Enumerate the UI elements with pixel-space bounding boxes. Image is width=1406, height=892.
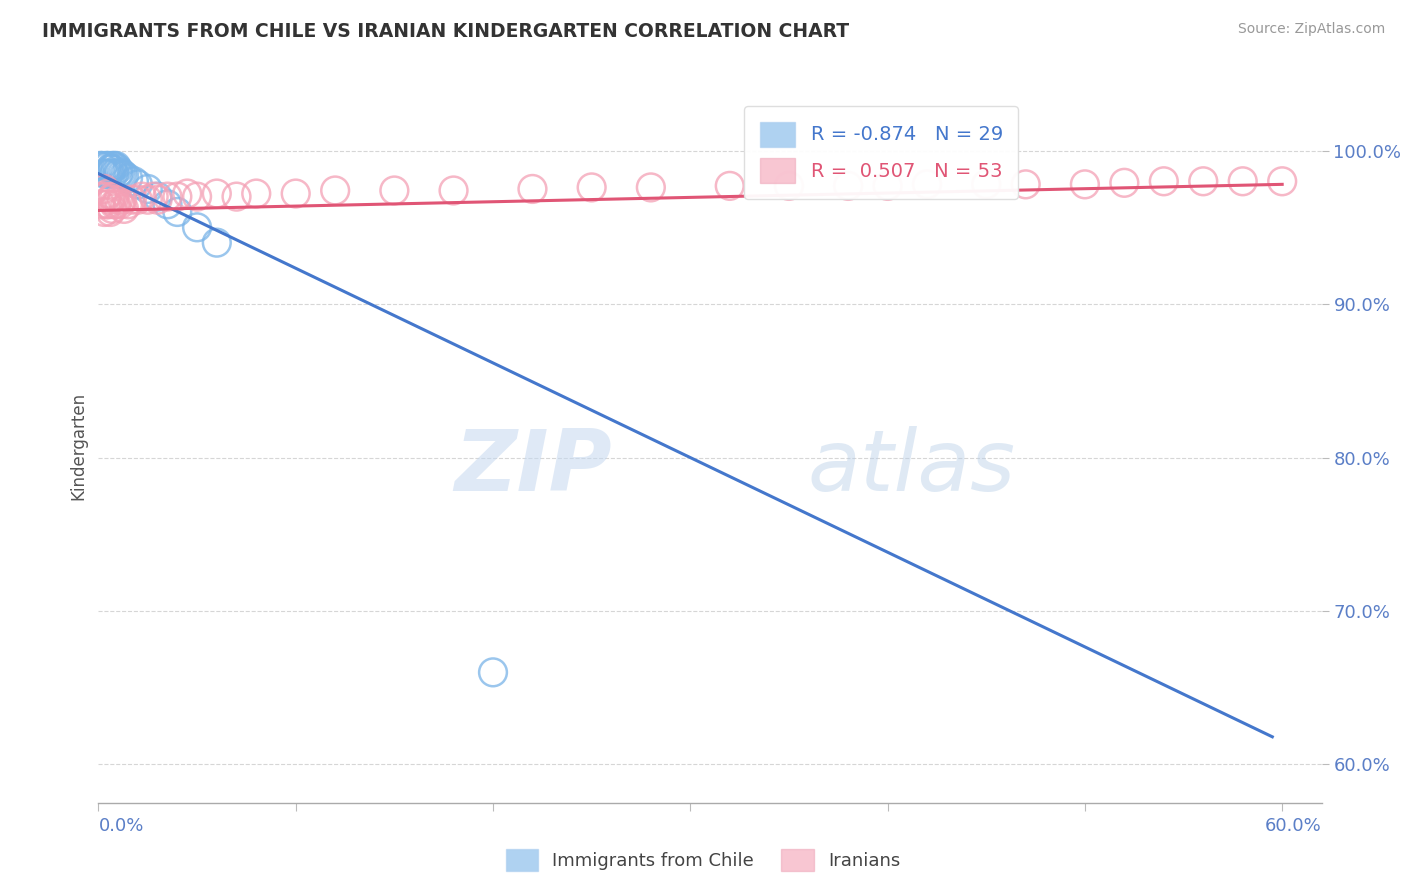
Point [91,189,114,203]
Point [107,193,129,207]
Point [112,202,135,216]
Point [1153,174,1175,188]
Text: Source: ZipAtlas.com: Source: ZipAtlas.com [1237,22,1385,37]
Text: 0.0%: 0.0% [98,817,143,835]
Point [1271,174,1294,188]
Point [98,167,121,181]
Point [91,159,114,173]
Point [1015,178,1038,192]
Legend: Immigrants from Chile, Iranians: Immigrants from Chile, Iranians [498,842,908,879]
Point [96,197,118,211]
Point [103,189,125,203]
Point [107,167,129,181]
Point [837,178,859,193]
Point [93,205,115,219]
Point [93,182,115,196]
Point [876,178,898,193]
Point [103,159,125,173]
Point [89,197,111,211]
Point [103,167,125,181]
Text: IMMIGRANTS FROM CHILE VS IRANIAN KINDERGARTEN CORRELATION CHART: IMMIGRANTS FROM CHILE VS IRANIAN KINDERG… [42,22,849,41]
Point [96,189,118,203]
Legend: R = -0.874   N = 29, R =  0.507   N = 53: R = -0.874 N = 29, R = 0.507 N = 53 [744,106,1018,199]
Point [136,193,159,207]
Point [98,193,121,207]
Point [778,178,800,193]
Point [974,178,997,192]
Point [96,167,118,181]
Point [443,184,465,198]
Point [105,197,128,211]
Text: 60.0%: 60.0% [1265,817,1322,835]
Point [97,159,120,173]
Point [245,186,267,201]
Point [640,180,662,194]
Point [1074,178,1097,192]
Point [205,186,228,201]
Point [127,193,149,207]
Point [93,167,115,181]
Point [117,197,139,211]
Point [522,182,544,196]
Point [166,189,188,203]
Point [98,205,121,219]
Point [382,184,405,198]
Point [136,182,159,196]
Point [166,205,188,219]
Point [101,202,124,216]
Point [482,665,505,680]
Point [108,165,131,179]
Point [101,189,124,203]
Point [96,159,118,173]
Point [915,178,938,192]
Point [323,184,346,198]
Point [176,186,198,201]
Point [112,168,135,182]
Text: atlas: atlas [808,425,1017,509]
Point [107,161,129,176]
Point [117,171,139,186]
Point [103,197,125,211]
Y-axis label: Kindergarten: Kindergarten [69,392,87,500]
Point [146,189,169,203]
Point [108,197,131,211]
Point [1232,174,1254,188]
Point [581,180,603,194]
Point [97,197,120,211]
Point [1114,176,1136,190]
Point [101,161,124,176]
Point [156,197,179,211]
Point [131,189,153,203]
Point [205,235,228,250]
Point [186,220,208,235]
Point [89,159,111,173]
Point [105,159,128,173]
Point [121,193,143,207]
Point [146,193,169,207]
Point [98,161,121,176]
Text: ZIP: ZIP [454,425,612,509]
Point [97,186,120,201]
Point [186,189,208,203]
Point [284,186,307,201]
Point [111,193,134,207]
Point [111,167,134,181]
Point [122,174,145,188]
Point [225,189,247,203]
Point [142,189,165,203]
Point [127,178,149,192]
Point [156,189,179,203]
Point [101,159,124,173]
Point [718,178,741,193]
Point [97,167,120,181]
Point [1192,174,1215,188]
